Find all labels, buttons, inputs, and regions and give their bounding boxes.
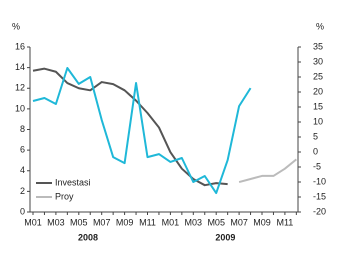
legend-label: Investasi — [55, 177, 91, 187]
x-tick-label: M03 — [47, 217, 65, 227]
y2-tick-label: -5 — [313, 161, 321, 171]
y2-tick-label: -20 — [313, 206, 326, 216]
x-tick-label: M05 — [70, 217, 88, 227]
y-tick-label: 8 — [20, 124, 25, 134]
year-label: 2009 — [215, 232, 235, 242]
year-label: 2008 — [78, 232, 98, 242]
y2-tick-label: 5 — [313, 131, 318, 141]
y-tick-label: 10 — [15, 103, 25, 113]
y-tick-label: 0 — [20, 206, 25, 216]
y2-axis-label: % — [316, 21, 324, 31]
x-tick-label: M09 — [253, 217, 271, 227]
y2-tick-label: 15 — [313, 101, 323, 111]
y2-tick-label: 30 — [313, 56, 323, 66]
x-tick-label: M01 — [24, 217, 42, 227]
series-line — [238, 158, 297, 184]
legend-label: Proy — [55, 191, 74, 201]
y2-tick-label: 20 — [313, 86, 323, 96]
y-tick-label: 14 — [15, 62, 25, 72]
y2-tick-label: 35 — [313, 41, 323, 51]
x-tick-label: M01 — [162, 217, 180, 227]
y-tick-label: 16 — [15, 41, 25, 51]
x-tick-label: M07 — [230, 217, 248, 227]
x-tick-label: M07 — [93, 217, 111, 227]
x-tick-label: M11 — [276, 217, 293, 227]
x-tick-label: M05 — [207, 217, 225, 227]
y-tick-label: 4 — [20, 165, 25, 175]
y2-tick-label: -15 — [313, 191, 326, 201]
y-tick-label: 12 — [15, 83, 25, 93]
y2-tick-label: 25 — [313, 71, 323, 81]
y2-tick-label: 10 — [313, 116, 323, 126]
y-axis-label: % — [12, 21, 20, 31]
x-tick-label: M11 — [139, 217, 156, 227]
series-line — [32, 67, 252, 195]
y-tick-label: 2 — [20, 186, 25, 196]
x-tick-label: M03 — [185, 217, 203, 227]
y-tick-label: 6 — [20, 145, 25, 155]
y2-tick-label: 0 — [313, 146, 318, 156]
y2-tick-label: -10 — [313, 176, 326, 186]
x-tick-label: M09 — [116, 217, 134, 227]
